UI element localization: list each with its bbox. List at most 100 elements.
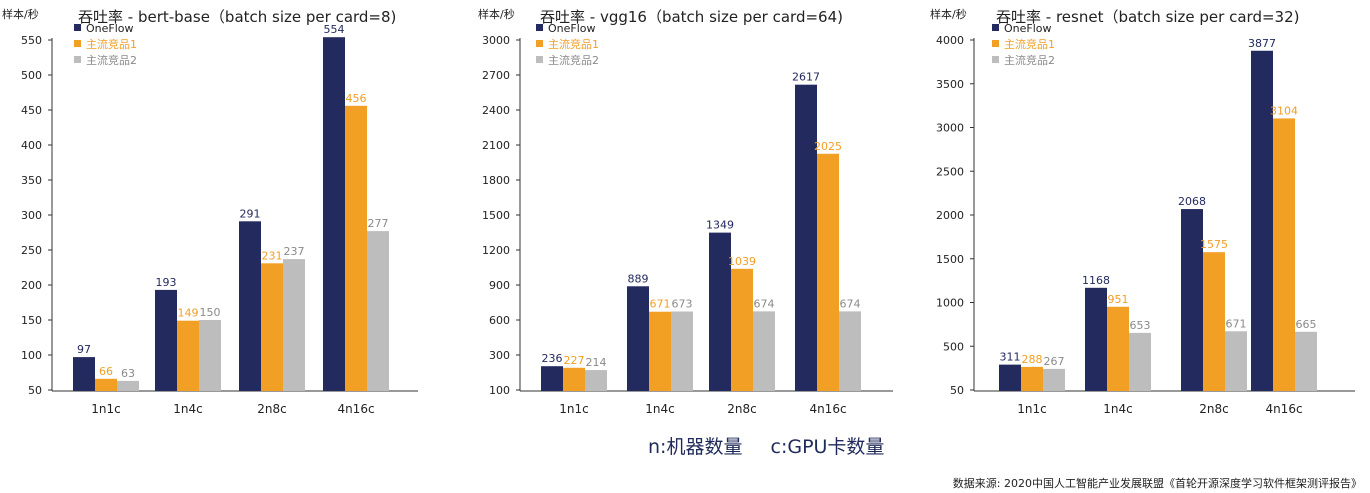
bar-competitor2 — [753, 311, 775, 391]
bar-competitor2 — [1043, 368, 1065, 391]
bar-competitor2 — [839, 311, 861, 391]
data-label: 673 — [672, 297, 693, 310]
y-tick-label: 300 — [489, 349, 510, 362]
legend-swatch — [536, 56, 543, 63]
y-tick-label: 550 — [21, 34, 42, 47]
y-tick-label: 1000 — [936, 297, 964, 310]
bar-competitor2 — [585, 370, 607, 391]
y-tick-label: 250 — [21, 244, 42, 257]
data-label: 1039 — [728, 255, 756, 268]
y-tick-label: 3500 — [936, 78, 964, 91]
bar-competitor1 — [1203, 252, 1225, 391]
y-tick-label: 4000 — [936, 34, 964, 47]
x-tick-label: 2n8c — [727, 402, 756, 416]
y-tick-label: 200 — [21, 279, 42, 292]
y-tick-label: 1500 — [482, 209, 510, 222]
data-label: 3877 — [1248, 37, 1276, 50]
x-tick-label: 1n1c — [91, 402, 120, 416]
y-tick-label: 450 — [21, 104, 42, 117]
data-label: 288 — [1022, 353, 1043, 366]
bar-competitor2 — [199, 320, 221, 391]
data-label: 291 — [240, 207, 261, 220]
data-label: 665 — [1296, 318, 1317, 331]
y-tick-label: 350 — [21, 174, 42, 187]
bar-oneflow — [999, 364, 1021, 391]
legend-swatch — [74, 56, 81, 63]
chart-title: 吞吐率 - bert-base（batch size per card=8) — [78, 8, 396, 26]
data-label: 236 — [542, 352, 563, 365]
y-tick-label: 600 — [489, 314, 510, 327]
bar-competitor2 — [117, 380, 139, 391]
bar-oneflow — [239, 221, 261, 391]
data-label: 231 — [262, 249, 283, 262]
x-tick-label: 4n16c — [337, 402, 374, 416]
y-tick-label: 900 — [489, 279, 510, 292]
data-label: 951 — [1108, 293, 1129, 306]
data-label: 653 — [1130, 319, 1151, 332]
y-axis-label: 样本/秒 — [930, 7, 967, 21]
data-label: 2025 — [814, 140, 842, 153]
y-tick-label: 2400 — [482, 104, 510, 117]
bar-oneflow — [795, 84, 817, 391]
legend-label: 主流竞品1 — [86, 37, 137, 51]
data-label: 1575 — [1200, 238, 1228, 251]
bar-competitor1 — [731, 268, 753, 391]
y-tick-label: 1200 — [482, 244, 510, 257]
y-tick-label: 3000 — [936, 122, 964, 135]
bar-competitor1 — [95, 378, 117, 391]
bar-oneflow — [1085, 287, 1107, 391]
data-label: 674 — [754, 297, 775, 310]
bar-oneflow — [73, 357, 95, 391]
bar-competitor1 — [1021, 366, 1043, 391]
y-tick-label: 2500 — [936, 165, 964, 178]
legend-swatch — [74, 40, 81, 47]
y-tick-label: 50 — [950, 384, 964, 397]
bar-competitor2 — [283, 259, 305, 391]
data-label: 193 — [156, 276, 177, 289]
data-source: 数据来源: 2020中国人工智能产业发展联盟《首轮开源深度学习软件框架测评报告》 — [952, 477, 1362, 490]
bar-competitor1 — [345, 105, 367, 392]
legend-label: 主流竞品2 — [1004, 53, 1055, 67]
bar-competitor1 — [563, 367, 585, 391]
y-tick-label: 3000 — [482, 34, 510, 47]
y-tick-label: 300 — [21, 209, 42, 222]
y-tick-label: 150 — [21, 314, 42, 327]
x-tick-label: 2n8c — [1199, 402, 1228, 416]
y-axis-label: 样本/秒 — [2, 7, 39, 21]
bar-oneflow — [155, 289, 177, 391]
x-tick-label: 1n1c — [559, 402, 588, 416]
bar-competitor2 — [671, 311, 693, 391]
data-label: 227 — [564, 354, 585, 367]
legend-label: OneFlow — [86, 22, 134, 35]
y-tick-label: 2700 — [482, 69, 510, 82]
caption-gpus: c:GPU卡数量 — [770, 436, 885, 458]
legend-swatch — [74, 24, 81, 31]
legend-label: 主流竞品2 — [548, 53, 599, 67]
data-label: 311 — [1000, 351, 1021, 364]
x-tick-label: 1n4c — [1103, 402, 1132, 416]
data-label: 149 — [178, 307, 199, 320]
bar-competitor1 — [817, 153, 839, 391]
legend-label: 主流竞品2 — [86, 53, 137, 67]
y-tick-label: 500 — [943, 340, 964, 353]
data-label: 1349 — [706, 219, 734, 232]
bar-competitor1 — [1273, 118, 1295, 392]
x-tick-label: 1n4c — [173, 402, 202, 416]
data-label: 456 — [346, 92, 367, 105]
bar-competitor2 — [1225, 331, 1247, 391]
data-label: 3104 — [1270, 104, 1298, 117]
data-label: 554 — [324, 23, 345, 36]
data-label: 889 — [628, 272, 649, 285]
data-label: 2068 — [1178, 195, 1206, 208]
data-label: 214 — [586, 356, 607, 369]
x-tick-label: 2n8c — [257, 402, 286, 416]
legend-label: OneFlow — [548, 22, 596, 35]
y-tick-label: 100 — [489, 384, 510, 397]
y-axis-label: 样本/秒 — [478, 7, 515, 21]
bar-oneflow — [709, 232, 731, 391]
data-label: 671 — [1226, 317, 1247, 330]
bar-competitor2 — [367, 231, 389, 391]
x-tick-label: 4n16c — [1265, 402, 1302, 416]
legend-swatch — [992, 40, 999, 47]
